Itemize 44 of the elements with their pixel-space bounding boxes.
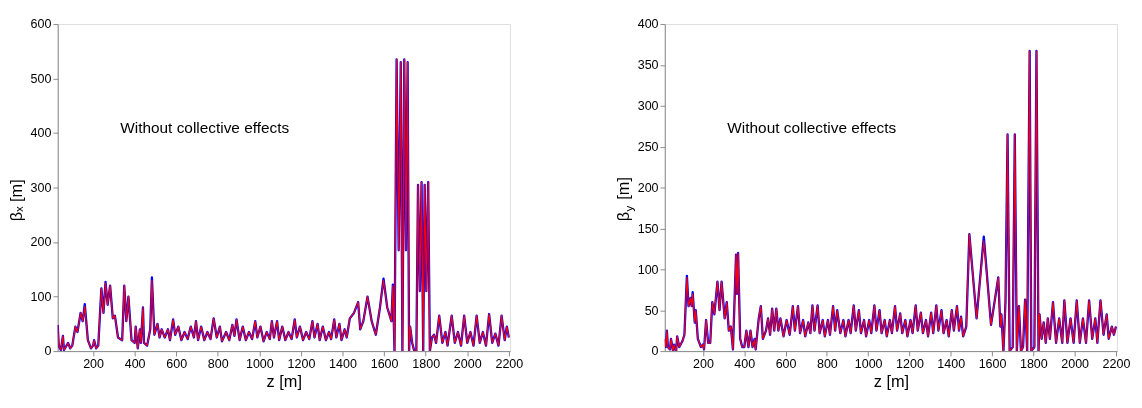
y-axis-title: βₓ [m]: [7, 179, 26, 222]
x-tick-label: 400: [734, 356, 756, 371]
x-tick-label: 1200: [896, 356, 924, 371]
x-tick-label: 200: [83, 356, 105, 371]
x-tick-label: 600: [166, 356, 188, 371]
y-tick-label: 250: [637, 139, 659, 154]
x-tick-label: 200: [693, 356, 714, 371]
x-tick-label: 1800: [412, 356, 441, 371]
y-tick-label: 300: [637, 99, 659, 114]
x-tick-label: 1200: [287, 356, 316, 371]
x-axis-title: z [m]: [873, 372, 910, 391]
annotation: Without collective effects: [120, 118, 290, 136]
x-axis-title: z [m]: [266, 372, 303, 391]
y-axis-title: βy [m]: [614, 176, 636, 222]
y-tick-label: 0: [44, 344, 52, 359]
y-tick-label: 400: [637, 17, 659, 32]
y-tick-label: 150: [637, 221, 659, 236]
x-tick-label: 2200: [495, 356, 524, 371]
x-tick-label: 2000: [453, 356, 482, 371]
x-tick-label: 2000: [1061, 356, 1090, 371]
x-tick-label: 2200: [1102, 356, 1131, 371]
x-tick-label: 1600: [978, 356, 1007, 371]
y-tick-label: 200: [30, 235, 52, 250]
x-tick-label: 1000: [245, 356, 274, 371]
x-tick-label: 800: [816, 356, 838, 371]
y-tick-label: 200: [637, 180, 659, 195]
y-tick-label: 100: [637, 262, 659, 277]
x-tick-label: 1600: [370, 356, 399, 371]
x-tick-label: 1400: [329, 356, 357, 371]
x-tick-label: 1000: [854, 356, 883, 371]
x-tick-label: 1400: [937, 356, 966, 371]
x-tick-label: 600: [775, 356, 797, 371]
y-tick-label: 100: [30, 289, 52, 304]
y-tick-label: 500: [30, 71, 52, 86]
x-tick-label: 800: [207, 356, 229, 371]
y-tick-label: 400: [30, 126, 52, 141]
x-tick-label: 1800: [1019, 356, 1048, 371]
y-tick-label: 350: [637, 58, 659, 73]
annotation: Without collective effects: [727, 118, 897, 136]
x-tick-label: 400: [124, 356, 146, 371]
y-tick-label: 50: [644, 303, 659, 318]
y-tick-label: 600: [30, 17, 52, 32]
y-tick-label: 300: [30, 180, 52, 195]
y-tick-label: 0: [651, 344, 659, 359]
